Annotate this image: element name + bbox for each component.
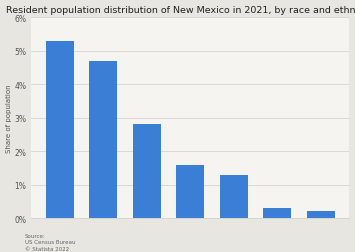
Bar	[46, 41, 74, 218]
Bar	[89, 61, 118, 218]
Y-axis label: Share of population: Share of population	[6, 84, 12, 152]
Title: Resident population distribution of New Mexico in 2021, by race and ethnicity: Resident population distribution of New …	[6, 6, 355, 15]
Bar	[176, 165, 204, 218]
Bar	[133, 125, 161, 218]
Bar	[263, 208, 291, 218]
Bar	[220, 175, 248, 218]
Bar	[307, 212, 335, 218]
Text: Source:
US Census Bureau
© Statista 2022: Source: US Census Bureau © Statista 2022	[25, 233, 75, 251]
